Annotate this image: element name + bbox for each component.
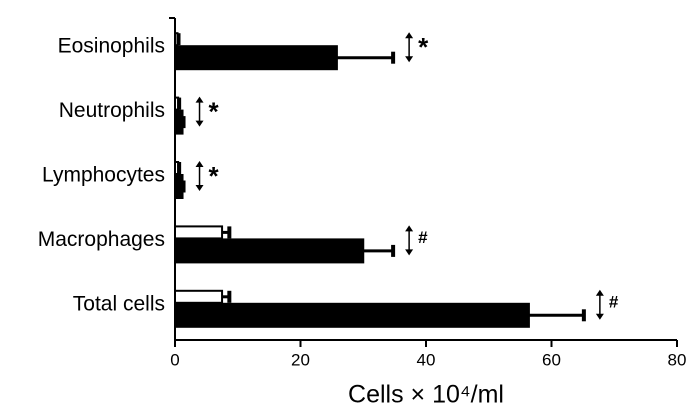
x-tick-label: 0: [170, 350, 179, 369]
arrow-head: [405, 56, 414, 63]
bar: [174, 174, 184, 199]
bar: [174, 225, 224, 240]
x-tick-label: 40: [417, 350, 436, 369]
y-tick-label: Eosinophils: [58, 35, 165, 58]
error-bar: [222, 226, 232, 239]
annotation: *: [418, 32, 429, 62]
arrow-head: [195, 96, 204, 103]
error-bar: [336, 51, 396, 64]
annotation: #: [609, 292, 619, 311]
error-bar: [181, 116, 186, 129]
x-tick-label: 60: [542, 350, 561, 369]
bar: [174, 302, 530, 328]
arrow-head: [405, 32, 414, 39]
error-bar: [177, 97, 182, 110]
error-bar: [181, 180, 186, 193]
y-tick-label: Lymphocytes: [42, 164, 165, 187]
arrow-head: [405, 249, 414, 256]
bar: [174, 289, 224, 304]
arrow-head: [195, 185, 204, 191]
annotation: #: [418, 228, 428, 247]
arrow-head: [595, 313, 604, 320]
error-bar: [222, 290, 232, 303]
x-axis-label: Cells × 10⁴/ml: [348, 381, 504, 409]
annotation: *: [209, 96, 220, 126]
arrow-head: [405, 225, 414, 232]
arrow-head: [195, 120, 204, 127]
bar: [174, 109, 184, 135]
x-tick-label: 20: [291, 350, 310, 369]
bar: [174, 45, 338, 71]
arrow-head: [195, 161, 204, 167]
error-bar: [177, 162, 182, 174]
y-tick-label: Macrophages: [38, 228, 165, 251]
error-bar: [363, 244, 396, 257]
y-tick-label: Neutrophils: [59, 99, 165, 122]
annotation: *: [209, 161, 220, 191]
bar: [174, 238, 365, 264]
error-bar: [528, 309, 586, 322]
arrow-head: [595, 289, 604, 296]
error-bar: [176, 33, 181, 46]
y-tick-label: Total cells: [73, 292, 165, 315]
x-tick-label: 80: [668, 350, 687, 369]
